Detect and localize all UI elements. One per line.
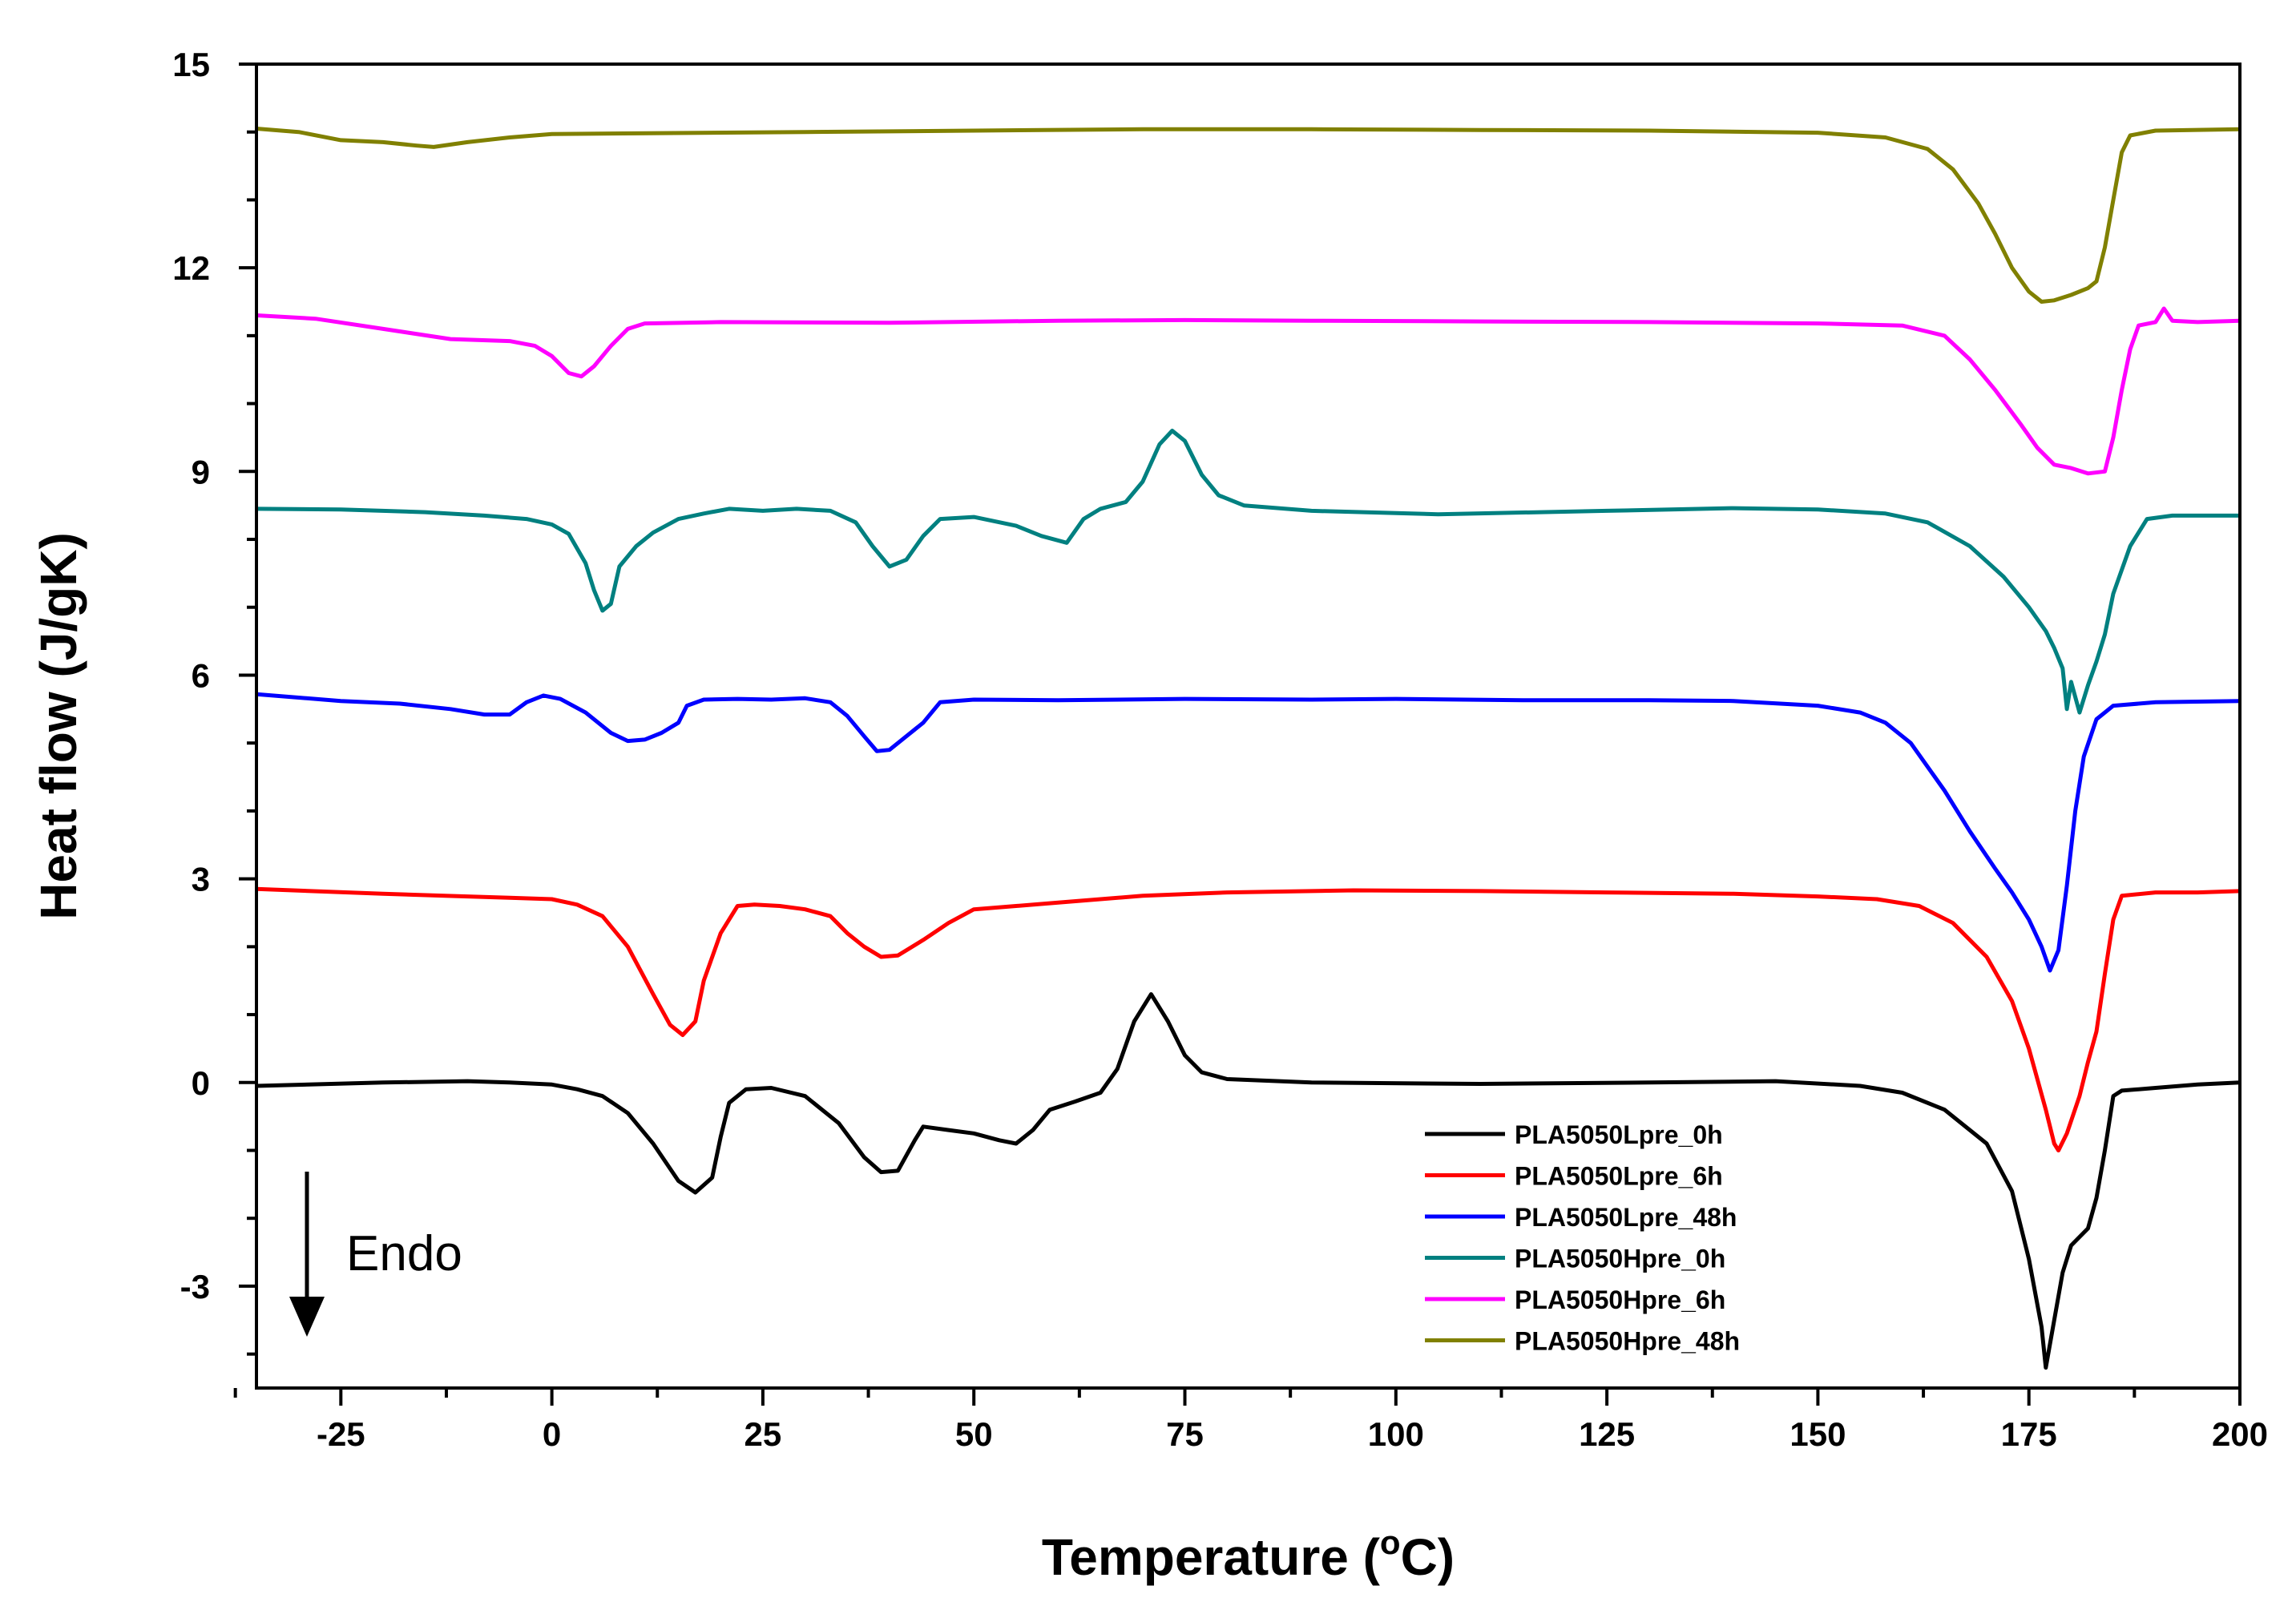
y-tick-label: 9 <box>192 453 210 490</box>
legend: PLA5050Lpre_0h PLA5050Lpre_6h PLA5050Lpre_… <box>1425 1120 1740 1356</box>
x-tick-label: 50 <box>955 1415 993 1453</box>
legend-label: PLA5050Hpre_48h <box>1515 1327 1740 1356</box>
x-tick-label: 100 <box>1368 1415 1424 1453</box>
endo-arrow-head <box>289 1297 325 1337</box>
endo-label: Endo <box>346 1226 462 1281</box>
x-tick-label: 125 <box>1579 1415 1635 1453</box>
x-tick-label: -25 <box>317 1415 365 1453</box>
y-tick-label: 6 <box>192 656 210 694</box>
y-axis-title: Heat flow (J/gK) <box>30 532 87 920</box>
plot-series <box>256 127 2241 1370</box>
legend-label: PLA5050Hpre_6h <box>1515 1285 1725 1314</box>
y-tick-label: -3 <box>180 1268 210 1305</box>
x-tick-label: 0 <box>543 1415 561 1453</box>
x-axis: -25 0 25 50 75 100 125 150 175 200 <box>233 1388 2268 1453</box>
legend-label: PLA5050Hpre_0h <box>1515 1245 1725 1273</box>
x-tick-label: 75 <box>1166 1415 1204 1453</box>
series-line-4 <box>256 306 2241 476</box>
x-axis-title-superscript: o <box>1380 1523 1401 1561</box>
y-tick-label: 3 <box>192 861 210 898</box>
legend-label: PLA5050Lpre_0h <box>1515 1120 1723 1149</box>
plot-frame <box>255 63 2242 1390</box>
x-tick-label: 25 <box>744 1415 782 1453</box>
x-axis-title: Temperature (oC) <box>1042 1523 1455 1586</box>
series-line-5 <box>256 127 2241 304</box>
x-tick-label: 200 <box>2212 1415 2268 1453</box>
y-tick-label: 12 <box>172 249 210 287</box>
legend-label: PLA5050Lpre_48h <box>1515 1203 1737 1232</box>
x-tick-label: 150 <box>1790 1415 1846 1453</box>
endo-annotation: Endo <box>289 1172 462 1337</box>
y-tick-label: 15 <box>172 46 210 83</box>
series-line-3 <box>256 429 2240 715</box>
series-line-2 <box>256 692 2241 973</box>
legend-label: PLA5050Lpre_6h <box>1515 1162 1723 1191</box>
series-line-0 <box>256 992 2241 1370</box>
y-axis: -3 0 3 6 9 12 15 <box>172 46 256 1356</box>
series-line-1 <box>256 886 2241 1152</box>
x-tick-label: 175 <box>2001 1415 2057 1453</box>
y-tick-label: 0 <box>192 1064 210 1102</box>
